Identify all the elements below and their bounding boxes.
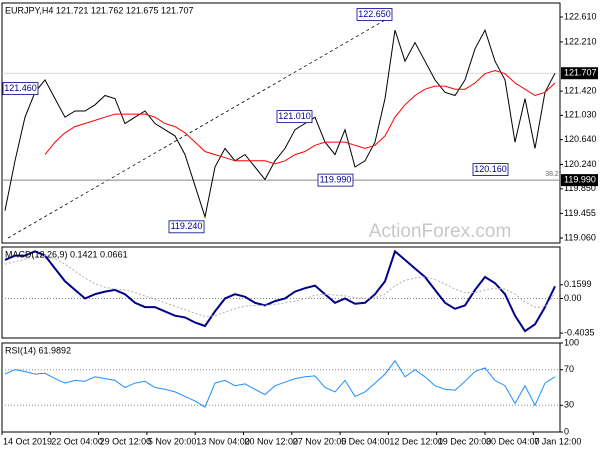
y-tick-label: 0 [564,426,569,436]
y-tick-label: 0.1599 [564,279,592,289]
x-tick-label: 13 Nov 04:00 [196,436,250,446]
x-tick-label: 19 Dec 20:00 [438,436,492,446]
annotation-box [168,220,205,234]
annotation-label: 121.010 [278,111,311,121]
fib-label: 38.2 [545,171,559,178]
y-tick-label: 121.420 [564,85,597,95]
price-marker-label: 119.990 [564,174,596,184]
y-tick-label: 120.640 [564,134,597,144]
annotation-label: 122.650 [358,9,391,19]
y-tick-label: 0.00 [564,293,582,303]
y-tick-label: 119.060 [564,232,596,242]
x-tick-label: 5 Dec 04:00 [341,436,390,446]
series-line [4,255,556,318]
trend-line [7,15,393,239]
annotation-label: 119.990 [320,174,352,184]
y-tick-label: 119.455 [564,208,596,218]
annotation-box [317,173,354,187]
x-tick-label: 12 Dec 12:00 [389,436,443,446]
series-line [4,28,556,219]
annotation-label: 121.460 [4,83,37,93]
y-tick-label: -0.4035 [564,328,595,338]
y-tick-label: 70 [564,364,574,374]
series-line [4,249,556,333]
y-tick-label: 30 [564,400,574,410]
panel-title: EURJPY,H4 121.721 121.762 121.675 121.70… [5,5,194,15]
y-tick-label: 119.850 [564,183,596,193]
panel-frame [1,342,561,433]
annotation-box [276,110,313,124]
watermark: ActionForex.com [369,221,512,242]
annotation-box [2,82,39,96]
x-tick-label: 20 Nov 12:00 [245,436,299,446]
annotation-label: 120.160 [474,164,507,174]
series-line [4,359,556,408]
price-marker [561,67,598,80]
panel-frame [1,2,561,244]
series-line [44,69,556,165]
price-marker [561,174,598,187]
x-tick-label: 7 Jan 12:00 [534,436,581,446]
y-tick-label: 122.210 [564,36,597,46]
y-tick-label: 100 [564,337,579,347]
x-tick-label: 27 Nov 20:00 [293,436,347,446]
panel-frame [1,246,561,339]
annotation-label: 119.240 [171,221,203,231]
x-tick-label: 30 Dec 04:00 [486,436,540,446]
y-tick-label: 120.240 [564,159,597,169]
price-marker-label: 121.707 [564,68,597,78]
x-tick-label: 5 Nov 20:00 [148,436,197,446]
x-tick-label: 22 Oct 04:00 [51,436,103,446]
x-tick-label: 14 Oct 2019 [3,436,52,446]
annotation-box [472,163,509,176]
y-tick-label: 122.610 [564,11,597,21]
panel-title: RSI(14) 61.9892 [5,345,71,355]
y-tick-label: 121.030 [564,110,597,120]
annotation-box [356,8,393,21]
x-tick-label: 29 Oct 12:00 [100,436,152,446]
panel-title: MACD(12,26,9) 0.1421 0.0661 [5,249,128,259]
